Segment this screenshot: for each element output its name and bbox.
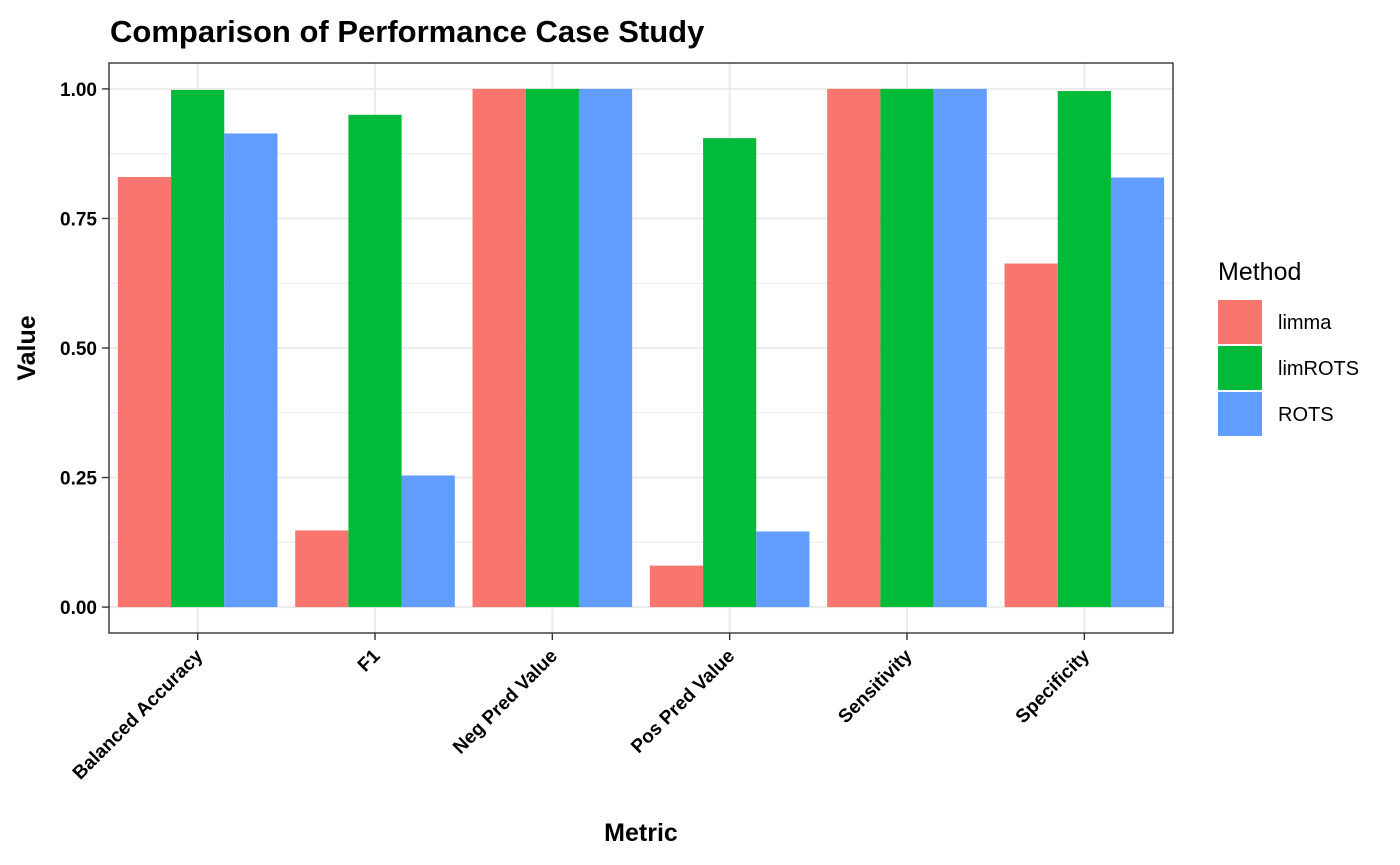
bar-limrots-balanced-accuracy <box>171 89 225 608</box>
bar-rots-neg-pred-value <box>578 88 633 608</box>
legend-key-rots <box>1218 392 1262 436</box>
x-tick-label: Pos Pred Value <box>627 646 739 758</box>
y-tick-label: 0.00 <box>60 598 97 619</box>
legend-key-limrots <box>1218 346 1262 390</box>
legend: Method limma limROTS ROTS <box>1218 258 1359 436</box>
bar-limma-specificity <box>1004 263 1058 608</box>
x-tick-label: Sensitivity <box>834 645 916 727</box>
y-tick-label: 1.00 <box>60 80 97 101</box>
bar-limma-neg-pred-value <box>472 88 526 608</box>
y-axis-title: Value <box>13 315 41 380</box>
x-axis-title: Metric <box>604 819 678 847</box>
bar-limma-sensitivity <box>827 88 881 608</box>
bar-limma-f1 <box>295 530 349 608</box>
bar-rots-specificity <box>1110 177 1165 608</box>
legend-key-limma <box>1218 300 1262 344</box>
x-tick-label: F1 <box>354 645 385 676</box>
bar-limrots-sensitivity <box>880 88 934 608</box>
legend-label-rots: ROTS <box>1278 404 1334 426</box>
bars <box>117 88 1165 608</box>
chart-title: Comparison of Performance Case Study <box>110 14 705 49</box>
y-tick-label: 0.25 <box>60 469 97 490</box>
legend-title: Method <box>1218 258 1301 286</box>
bar-rots-sensitivity <box>933 88 987 608</box>
bar-limrots-f1 <box>348 114 402 608</box>
y-tick-label: 0.75 <box>60 209 97 230</box>
legend-label-limrots: limROTS <box>1278 358 1359 380</box>
y-axis: 0.00 0.25 0.50 0.75 1.00 <box>60 80 109 619</box>
y-tick-label: 0.50 <box>60 339 97 360</box>
bar-limrots-specificity <box>1057 90 1111 608</box>
legend-label-limma: limma <box>1278 312 1332 334</box>
bar-rots-f1 <box>401 475 455 608</box>
x-axis: Balanced Accuracy F1 Neg Pred Value Pos Pre… <box>69 633 1094 784</box>
x-tick-label: Balanced Accuracy <box>69 645 208 784</box>
bar-rots-pos-pred-value <box>756 531 810 608</box>
x-tick-label: Specificity <box>1012 645 1094 727</box>
x-tick-label: Neg Pred Value <box>449 646 562 759</box>
bar-limma-pos-pred-value <box>649 565 704 608</box>
bar-rots-balanced-accuracy <box>224 133 278 608</box>
bar-limrots-neg-pred-value <box>525 88 579 608</box>
bar-limrots-pos-pred-value <box>703 138 757 608</box>
bar-limma-balanced-accuracy <box>117 177 172 608</box>
